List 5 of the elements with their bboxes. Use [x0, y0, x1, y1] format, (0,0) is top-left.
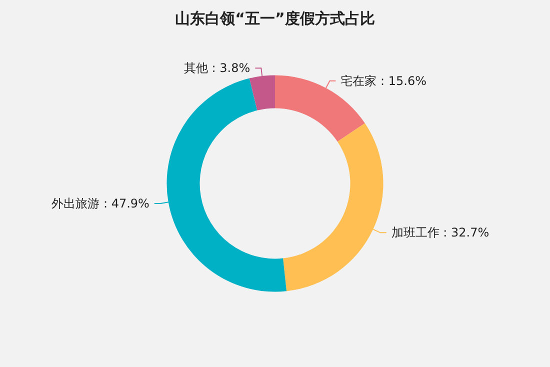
slice-label: 外出旅游 : 47.9%: [52, 196, 150, 210]
slice-label: 加班工作 : 32.7%: [391, 226, 490, 240]
slice-label: 宅在家 : 15.6%: [340, 74, 427, 88]
slice-label: 其他 : 3.8%: [184, 61, 250, 76]
chart-title: 山东白领“五一”度假方式占比: [175, 10, 375, 28]
